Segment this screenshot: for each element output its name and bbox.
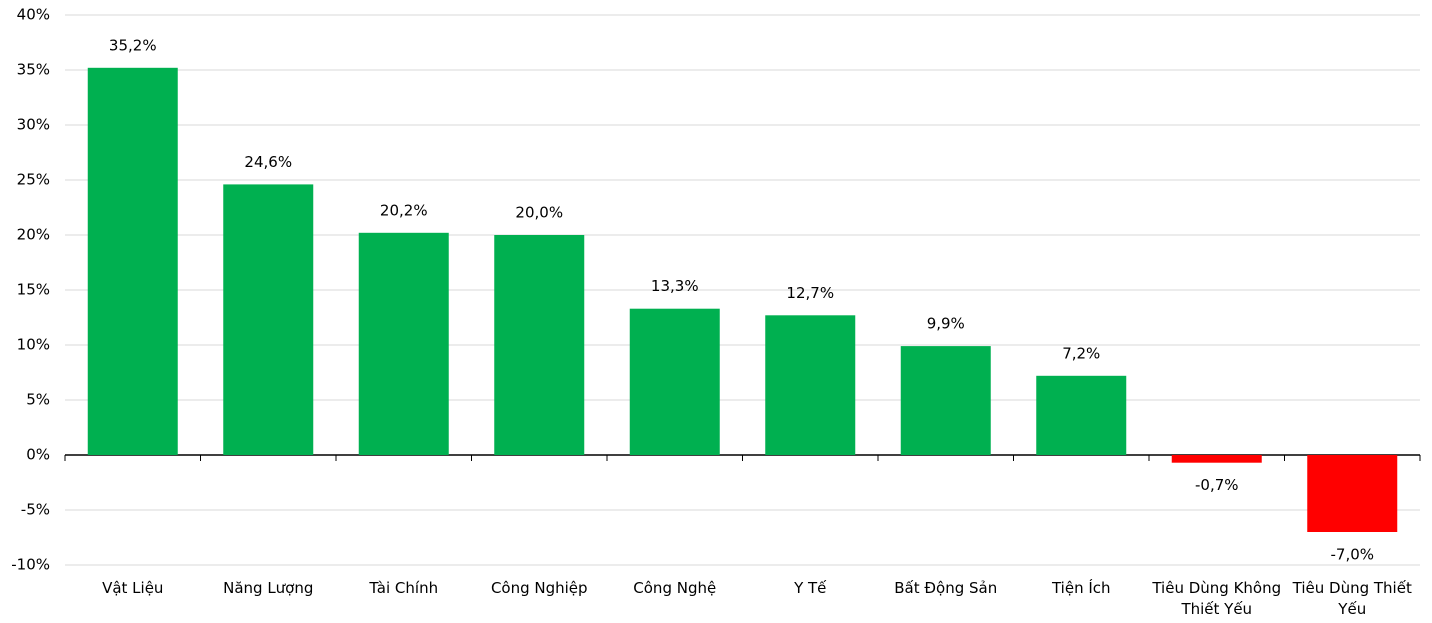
- y-tick-label: -10%: [11, 556, 50, 574]
- bar: [223, 184, 314, 455]
- x-tick-label: Công Nghiệp: [490, 579, 588, 597]
- y-tick-label: 30%: [17, 116, 50, 134]
- x-tick-label: Tài Chính: [369, 579, 439, 597]
- data-label: -0,7%: [1195, 476, 1239, 494]
- x-tick-label: Y Tế: [794, 579, 827, 597]
- x-tick-label: Tiêu Dùng Không Thiết Yếu: [1152, 579, 1282, 618]
- x-tick-label: Năng Lượng: [223, 579, 314, 597]
- y-tick-label: 35%: [17, 61, 50, 79]
- bar: [765, 315, 856, 455]
- y-tick-label: 10%: [17, 336, 50, 354]
- bar: [900, 346, 991, 455]
- x-tick-label: Tiện Ích: [1051, 579, 1111, 597]
- bar: [358, 232, 449, 455]
- y-tick-label: 5%: [26, 391, 50, 409]
- bar: [1171, 455, 1262, 463]
- bar: [629, 308, 720, 455]
- data-label: 24,6%: [244, 153, 292, 171]
- x-tick-label: Công Nghệ: [633, 579, 717, 597]
- bar: [494, 235, 585, 455]
- y-tick-label: -5%: [21, 501, 50, 519]
- data-label: 12,7%: [786, 284, 834, 302]
- x-tick-label: Bất Động Sản: [894, 579, 998, 597]
- data-label: 20,0%: [515, 204, 563, 222]
- x-tick-label: Vật Liệu: [102, 579, 164, 597]
- x-tick-label: Tiêu Dùng Thiết Yếu: [1292, 579, 1412, 618]
- y-tick-label: 25%: [17, 171, 50, 189]
- bar: [1307, 455, 1398, 532]
- data-label: 7,2%: [1062, 344, 1100, 362]
- data-label: 35,2%: [109, 36, 157, 54]
- y-tick-label: 20%: [17, 226, 50, 244]
- y-tick-label: 40%: [17, 6, 50, 24]
- y-tick-label: 0%: [26, 446, 50, 464]
- data-label: 9,9%: [927, 315, 965, 333]
- bar: [1036, 375, 1127, 455]
- data-label: -7,0%: [1330, 546, 1374, 564]
- data-label: 20,2%: [380, 201, 428, 219]
- y-tick-label: 15%: [17, 281, 50, 299]
- data-label: 13,3%: [651, 277, 699, 295]
- bar: [87, 67, 178, 456]
